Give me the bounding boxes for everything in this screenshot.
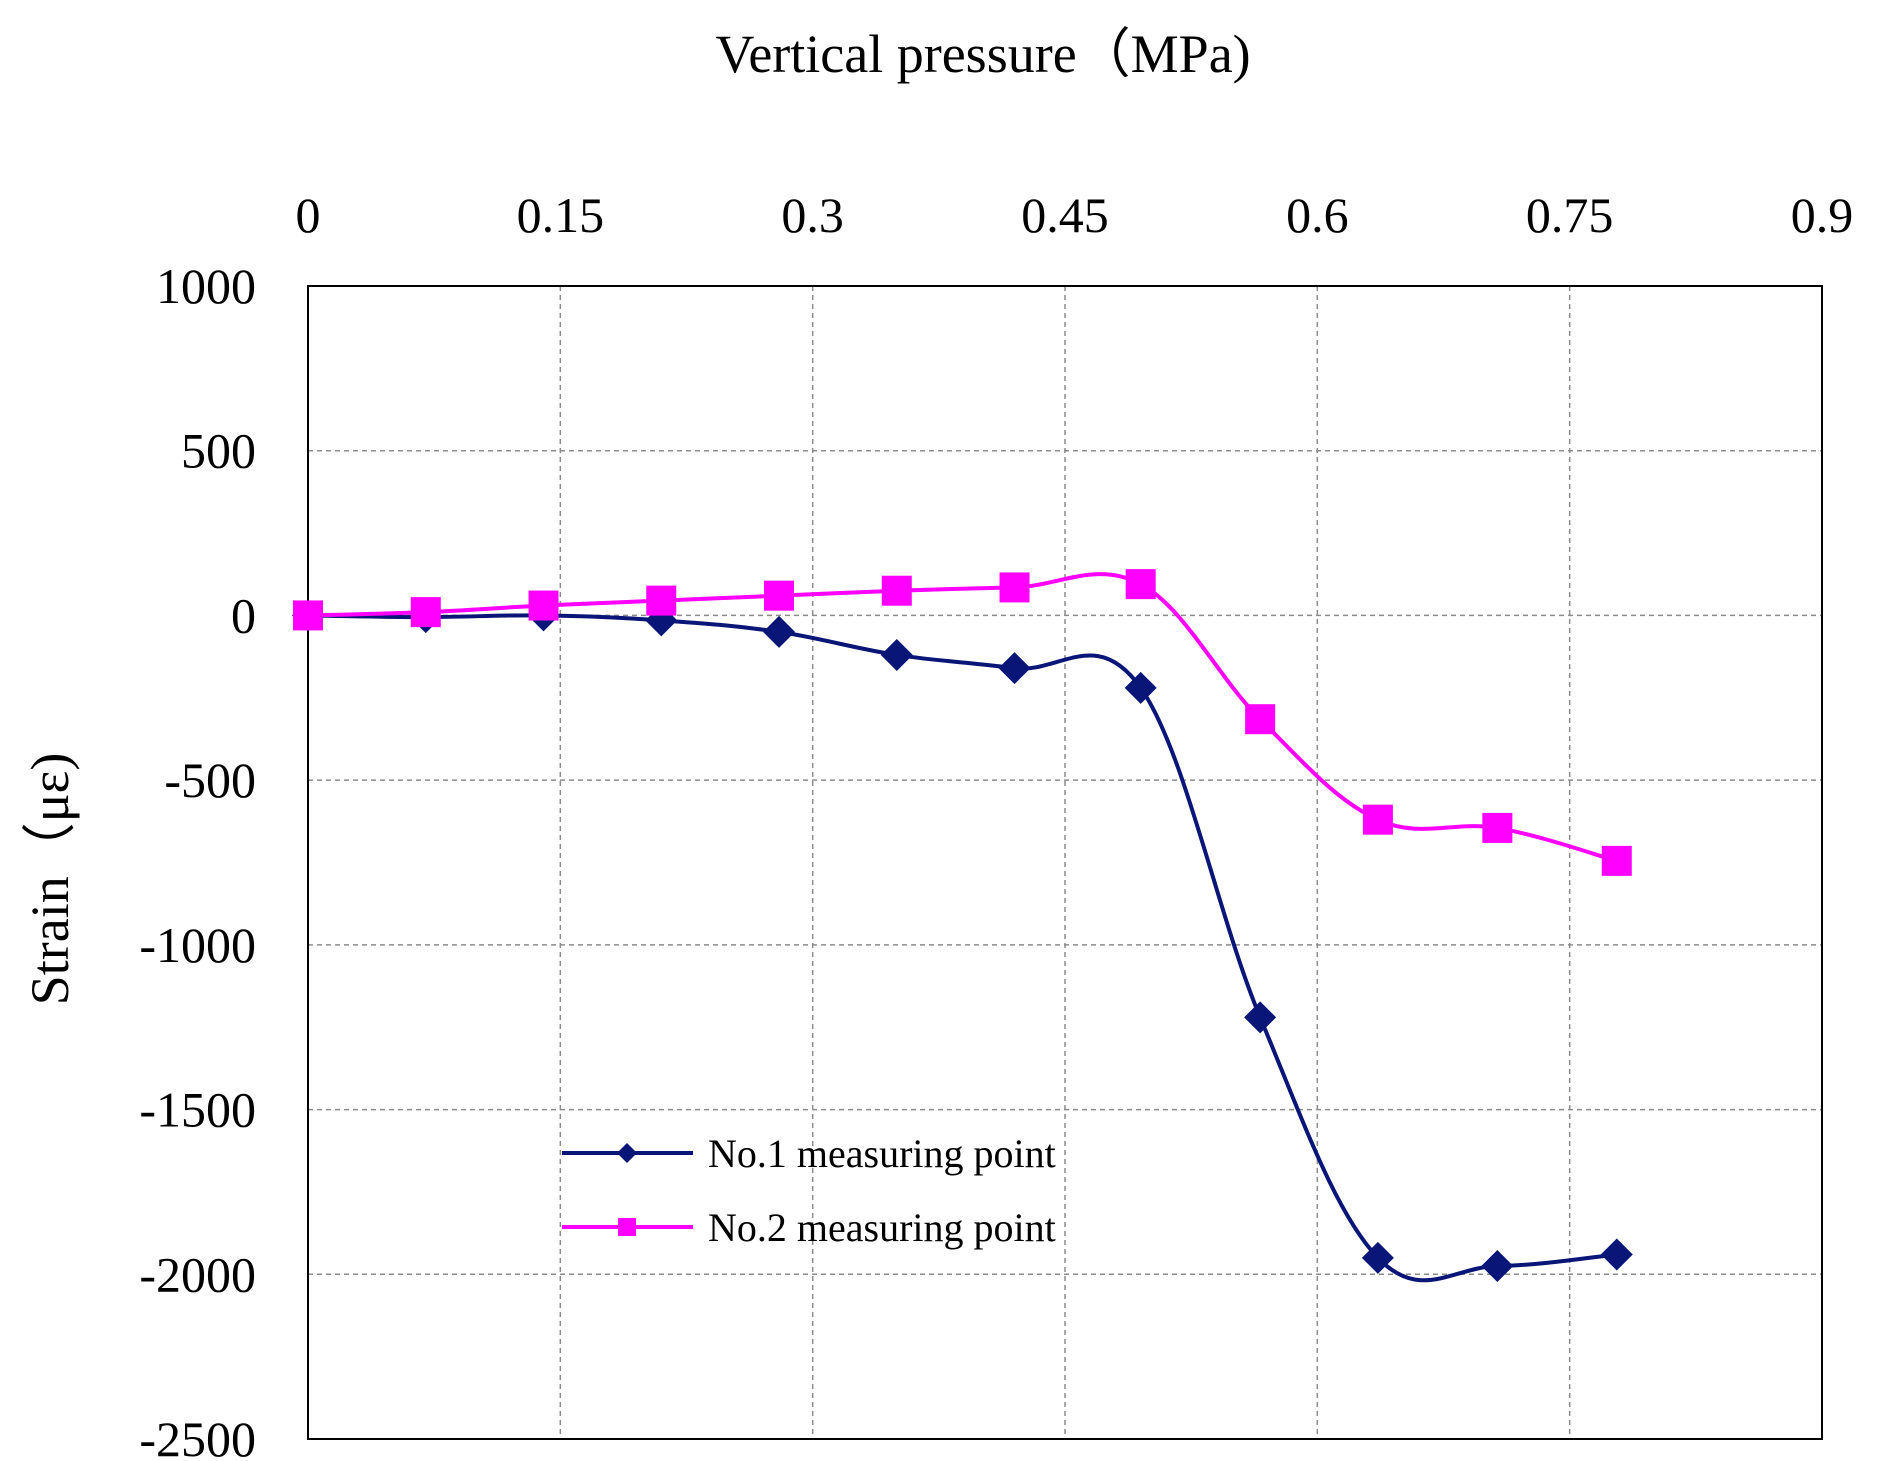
series-1-point <box>1481 1250 1514 1283</box>
series-2 <box>293 569 1632 876</box>
x-tick-label: 0.15 <box>517 187 605 243</box>
series-1-point <box>880 638 913 671</box>
plot-area-frame <box>307 285 1823 1440</box>
y-tick-label: 1000 <box>156 258 256 314</box>
series-layer <box>292 569 1633 1283</box>
x-tick-label: 0.3 <box>781 187 844 243</box>
x-tick-label: 0.6 <box>1286 187 1349 243</box>
series-2-point <box>410 597 441 628</box>
x-tick-label: 0.75 <box>1526 187 1614 243</box>
y-tick-label: -2000 <box>139 1246 256 1302</box>
series-2-point <box>999 572 1030 603</box>
series-2-point <box>1245 704 1276 735</box>
series-1-point <box>1244 1001 1277 1034</box>
y-tick-label: 0 <box>231 587 256 643</box>
series-2-point <box>1362 804 1393 835</box>
series-2-point <box>528 590 559 621</box>
series-1-point <box>763 615 796 648</box>
y-tick-label: -2500 <box>139 1411 256 1461</box>
y-tick-label: -1500 <box>139 1082 256 1138</box>
series-2-point <box>764 580 795 611</box>
series-2-point <box>1125 569 1156 600</box>
series-2-point <box>1601 845 1632 876</box>
tick-labels: 0 0.15 0.3 0.45 0.6 0.75 0.9 1000 500 0 -500 -1000 -… <box>139 187 1853 1461</box>
series-2-point <box>881 575 912 606</box>
series-2-point <box>293 600 323 631</box>
y-tick-label: -1000 <box>139 917 256 973</box>
legend-marker-1 <box>617 1143 637 1163</box>
gridlines <box>308 286 1822 1439</box>
y-axis-title: Strain（με) <box>20 753 80 1006</box>
legend-label-1: No.1 measuring point <box>708 1131 1056 1176</box>
series-1-point <box>1600 1238 1633 1271</box>
series-2-point <box>646 585 677 616</box>
series-1-point <box>1124 671 1157 704</box>
legend-marker-2 <box>618 1218 636 1236</box>
y-tick-label: 500 <box>181 423 256 479</box>
x-tick-label: 0 <box>296 187 321 243</box>
series-1-point <box>1361 1241 1394 1274</box>
series-2-point <box>1482 812 1513 843</box>
x-tick-label: 0.45 <box>1021 187 1109 243</box>
y-tick-label: -500 <box>164 752 256 808</box>
x-tick-label: 0.9 <box>1791 187 1854 243</box>
x-axis-title: Vertical pressure（MPa) <box>715 24 1250 84</box>
series-1-point <box>998 652 1031 685</box>
legend-label-2: No.2 measuring point <box>708 1205 1056 1250</box>
legend: No.1 measuring point No.2 measuring point <box>562 1131 1056 1250</box>
